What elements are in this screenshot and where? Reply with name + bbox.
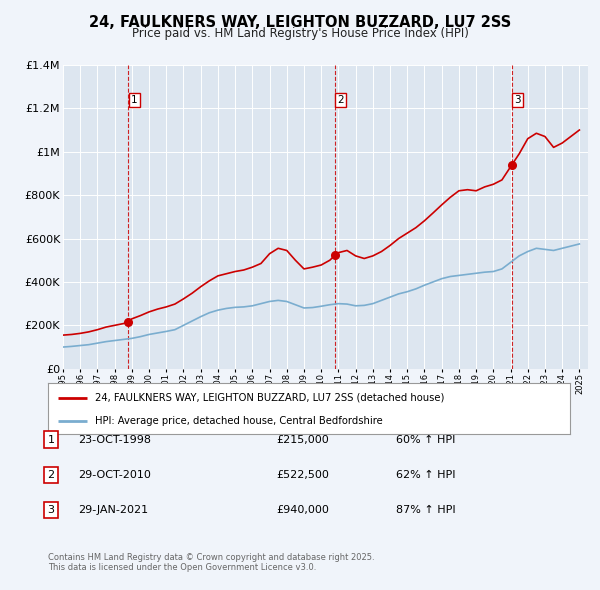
Text: 1: 1 — [131, 94, 137, 104]
Text: 87% ↑ HPI: 87% ↑ HPI — [396, 506, 455, 515]
Text: 29-OCT-2010: 29-OCT-2010 — [78, 470, 151, 480]
Text: This data is licensed under the Open Government Licence v3.0.: This data is licensed under the Open Gov… — [48, 563, 316, 572]
Text: 23-OCT-1998: 23-OCT-1998 — [78, 435, 151, 444]
Text: 2: 2 — [47, 470, 55, 480]
Text: 62% ↑ HPI: 62% ↑ HPI — [396, 470, 455, 480]
Text: £522,500: £522,500 — [276, 470, 329, 480]
Text: Price paid vs. HM Land Registry's House Price Index (HPI): Price paid vs. HM Land Registry's House … — [131, 27, 469, 40]
Text: 3: 3 — [47, 506, 55, 515]
Text: 60% ↑ HPI: 60% ↑ HPI — [396, 435, 455, 444]
Text: 24, FAULKNERS WAY, LEIGHTON BUZZARD, LU7 2SS: 24, FAULKNERS WAY, LEIGHTON BUZZARD, LU7… — [89, 15, 511, 30]
Text: 24, FAULKNERS WAY, LEIGHTON BUZZARD, LU7 2SS (detached house): 24, FAULKNERS WAY, LEIGHTON BUZZARD, LU7… — [95, 392, 445, 402]
Text: Contains HM Land Registry data © Crown copyright and database right 2025.: Contains HM Land Registry data © Crown c… — [48, 553, 374, 562]
Text: £215,000: £215,000 — [276, 435, 329, 444]
Text: HPI: Average price, detached house, Central Bedfordshire: HPI: Average price, detached house, Cent… — [95, 416, 383, 426]
Text: 29-JAN-2021: 29-JAN-2021 — [78, 506, 148, 515]
Text: 3: 3 — [515, 94, 521, 104]
Text: 2: 2 — [338, 94, 344, 104]
Text: 1: 1 — [47, 435, 55, 444]
Text: £940,000: £940,000 — [276, 506, 329, 515]
